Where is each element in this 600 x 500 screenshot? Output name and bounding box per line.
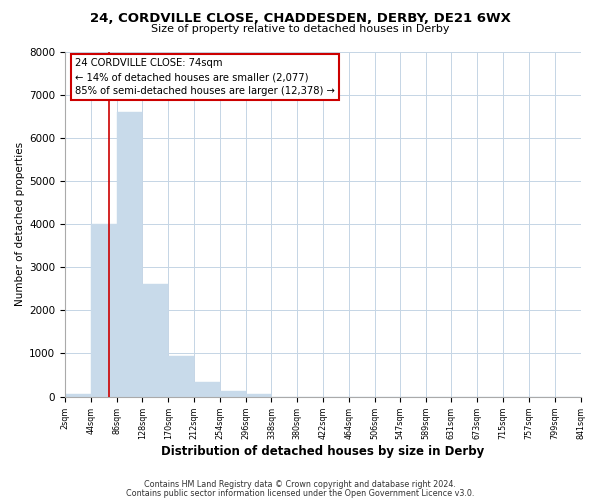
Bar — [194, 382, 220, 396]
Text: 24 CORDVILLE CLOSE: 74sqm
← 14% of detached houses are smaller (2,077)
85% of se: 24 CORDVILLE CLOSE: 74sqm ← 14% of detac… — [76, 58, 335, 96]
Text: Contains HM Land Registry data © Crown copyright and database right 2024.: Contains HM Land Registry data © Crown c… — [144, 480, 456, 489]
Bar — [245, 394, 271, 396]
Bar — [220, 392, 245, 396]
Bar — [142, 284, 168, 397]
X-axis label: Distribution of detached houses by size in Derby: Distribution of detached houses by size … — [161, 444, 484, 458]
Y-axis label: Number of detached properties: Number of detached properties — [15, 142, 25, 306]
Bar — [116, 112, 142, 397]
Bar — [65, 394, 91, 396]
Text: Size of property relative to detached houses in Derby: Size of property relative to detached ho… — [151, 24, 449, 34]
Bar — [168, 356, 194, 397]
Bar — [91, 224, 116, 396]
Text: Contains public sector information licensed under the Open Government Licence v3: Contains public sector information licen… — [126, 488, 474, 498]
Text: 24, CORDVILLE CLOSE, CHADDESDEN, DERBY, DE21 6WX: 24, CORDVILLE CLOSE, CHADDESDEN, DERBY, … — [89, 12, 511, 26]
